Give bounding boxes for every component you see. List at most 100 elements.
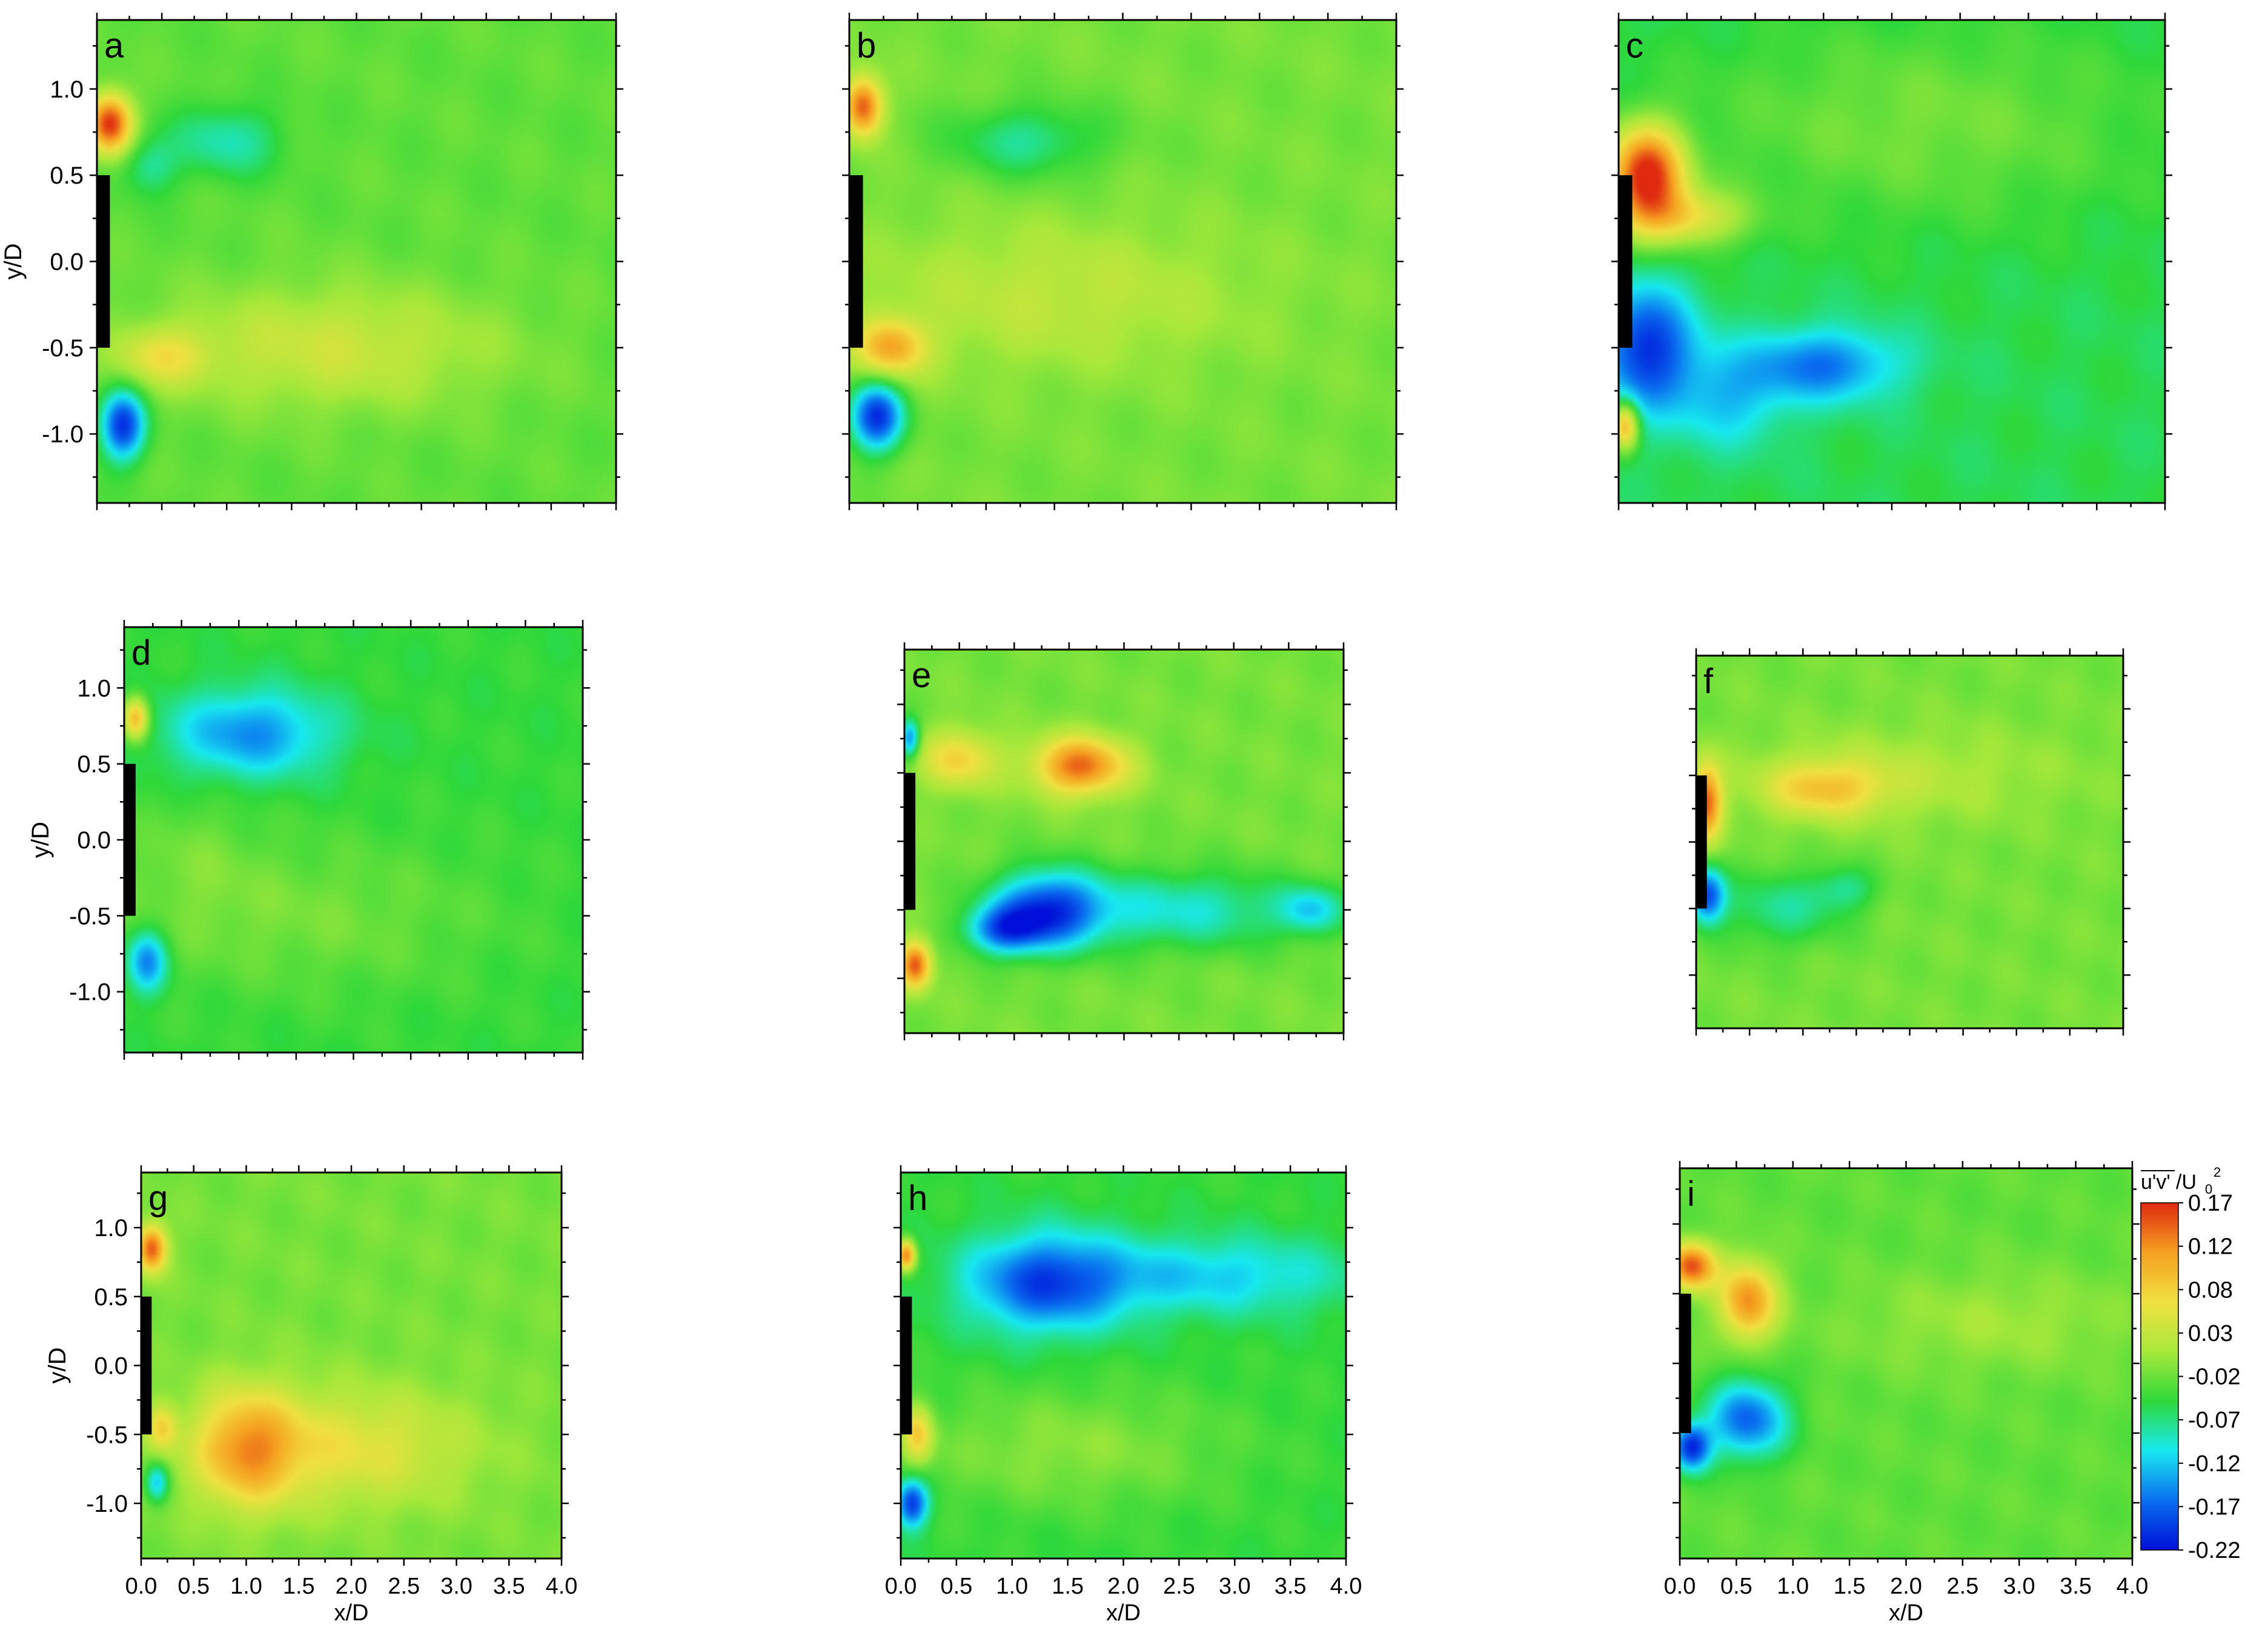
plate-b [849,175,863,348]
heatmap-field-b [849,20,1396,503]
colorbar-tick-label: -0.17 [2188,1494,2241,1520]
x-tick-label: 4.0 [546,1574,578,1599]
panel-label: c [1626,26,1643,65]
x-tick-label: 0.0 [885,1574,917,1599]
x-axis-label: x/D [1106,1600,1141,1626]
x-tick-label: 4.0 [1330,1574,1362,1599]
panel-c: c [1611,13,2172,510]
x-tick-label: 0.5 [1720,1574,1752,1599]
x-tick-label: 3.5 [493,1574,525,1599]
panel-label: e [912,656,931,695]
colorbar-gradient [2140,1202,2179,1551]
x-tick-label: 4.0 [2117,1574,2149,1599]
x-axis-label: x/D [334,1600,369,1626]
y-tick-label: 1.0 [94,1215,128,1242]
panel-e: e [897,642,1351,1040]
colorbar-tick-label: -0.12 [2188,1451,2241,1477]
x-tick-label: 2.0 [1890,1574,1922,1599]
y-tick-label: -1.0 [86,1491,128,1517]
y-tick-label: 0.5 [77,751,111,778]
x-tick-label: 2.5 [388,1574,420,1599]
heatmap-field-e [904,650,1344,1033]
x-tick-label: 1.0 [1777,1574,1809,1599]
x-tick-label: 0.5 [177,1574,210,1599]
x-tick-label: 0.0 [1664,1574,1696,1599]
panel-label: f [1703,662,1714,701]
y-tick-label: 0.0 [77,827,111,854]
panel-label: b [857,26,876,65]
panel-label: d [131,633,151,673]
x-tick-label: 3.5 [2060,1574,2092,1599]
y-tick-label: 1.0 [77,675,111,702]
y-axis-label: y/D [44,1348,71,1384]
heatmap-field-f [1696,656,2123,1028]
colorbar-title-sub: 0 [2205,1182,2212,1197]
plate-e [904,773,916,910]
colorbar-title: u'v' /U 02 [2141,1165,2221,1197]
panel-d: 1.0 0.5 0.0 -0.5 -1.0 y/D d [27,620,590,1060]
x-tick-label: 3.0 [440,1574,472,1599]
y-tick-label: -1.0 [69,979,111,1006]
panel-label: g [148,1179,168,1218]
y-tick-label: -1.0 [42,421,84,448]
panel-label: h [908,1179,927,1218]
panel-h: 0.0 0.5 1.0 1.5 2.0 2.5 3.0 3.5 4.0 x/D h [885,1165,1362,1626]
colorbar-title-rest: /U [2176,1171,2197,1194]
x-tick-label: 3.5 [1275,1574,1307,1599]
y-tick-label: 0.5 [50,162,84,189]
heatmap-panels: 1.0 0.5 0.0 -0.5 -1.0 y/D a b c 1.0 0.5 0.0 -0.5 -1.0… [0,13,2172,1626]
x-tick-label: 1.5 [1834,1574,1866,1599]
x-tick-label: 2.0 [1107,1574,1139,1599]
colorbar-tick-label: -0.22 [2188,1538,2241,1563]
plate-i [1680,1294,1691,1433]
panel-a: 1.0 0.5 0.0 -0.5 -1.0 y/D a [0,13,623,510]
plate-f [1696,775,1707,909]
heatmap-field-a [97,20,616,503]
panel-b: b [842,13,1404,510]
y-tick-label: 0.0 [50,249,84,276]
panel-label: a [104,26,124,65]
y-tick-label: 1.0 [50,76,84,103]
x-tick-label: 0.5 [940,1574,972,1599]
y-tick-label: -0.5 [42,335,84,362]
x-tick-label: 2.0 [336,1574,368,1599]
y-tick-label: 0.0 [94,1353,128,1380]
x-tick-label: 1.5 [283,1574,315,1599]
panel-f: f [1689,648,2130,1036]
colorbar-tick-label: 0.03 [2188,1321,2233,1346]
plate-h [901,1296,912,1435]
x-tick-label: 1.0 [996,1574,1028,1599]
x-tick-label: 0.0 [125,1574,158,1599]
colorbar-tick-label: 0.08 [2188,1277,2233,1303]
x-tick-label: 2.5 [1946,1574,1978,1599]
y-tick-label: -0.5 [86,1422,128,1448]
y-tick-label: -0.5 [69,903,111,930]
x-tick-label: 3.0 [2003,1574,2035,1599]
colorbar-tick-label: 0.12 [2188,1234,2233,1260]
x-tick-label: 1.0 [230,1574,262,1599]
plate-d [124,763,136,916]
plate-g [141,1296,152,1435]
heatmap-field-h [901,1173,1346,1558]
colorbar-tick-label: -0.07 [2188,1408,2241,1433]
y-tick-label: 0.5 [94,1284,128,1311]
colorbar-tick-label: -0.02 [2188,1365,2241,1390]
heatmap-field-d [124,627,583,1053]
heatmap-field-c [1619,20,2165,503]
y-axis-label: y/D [0,244,27,280]
colorbar-title-sup: 2 [2213,1165,2221,1180]
x-tick-label: 2.5 [1163,1574,1195,1599]
colorbar-title-main: u'v' [2141,1171,2170,1194]
heatmap-field-i [1680,1168,2132,1558]
colorbar: 0.17 0.12 0.08 0.03 -0.02 -0.07 -0.12 -0.17 -0.2… [2140,1165,2241,1563]
x-axis-label: x/D [1889,1600,1923,1626]
colorbar-tick-label: 0.17 [2188,1191,2233,1216]
y-axis-label: y/D [27,822,54,858]
panel-g: 0.0 0.5 1.0 1.5 2.0 2.5 3.0 3.5 4.0 x/D 1.0 0.5 0.0 -… [44,1165,577,1626]
panel-i: 0.0 0.5 1.0 1.5 2.0 2.5 3.0 3.5 4.0 x/D i [1664,1161,2149,1626]
panel-label: i [1687,1174,1695,1214]
heatmap-field-g [141,1173,562,1558]
plate-a [97,175,110,348]
x-tick-label: 3.0 [1219,1574,1251,1599]
